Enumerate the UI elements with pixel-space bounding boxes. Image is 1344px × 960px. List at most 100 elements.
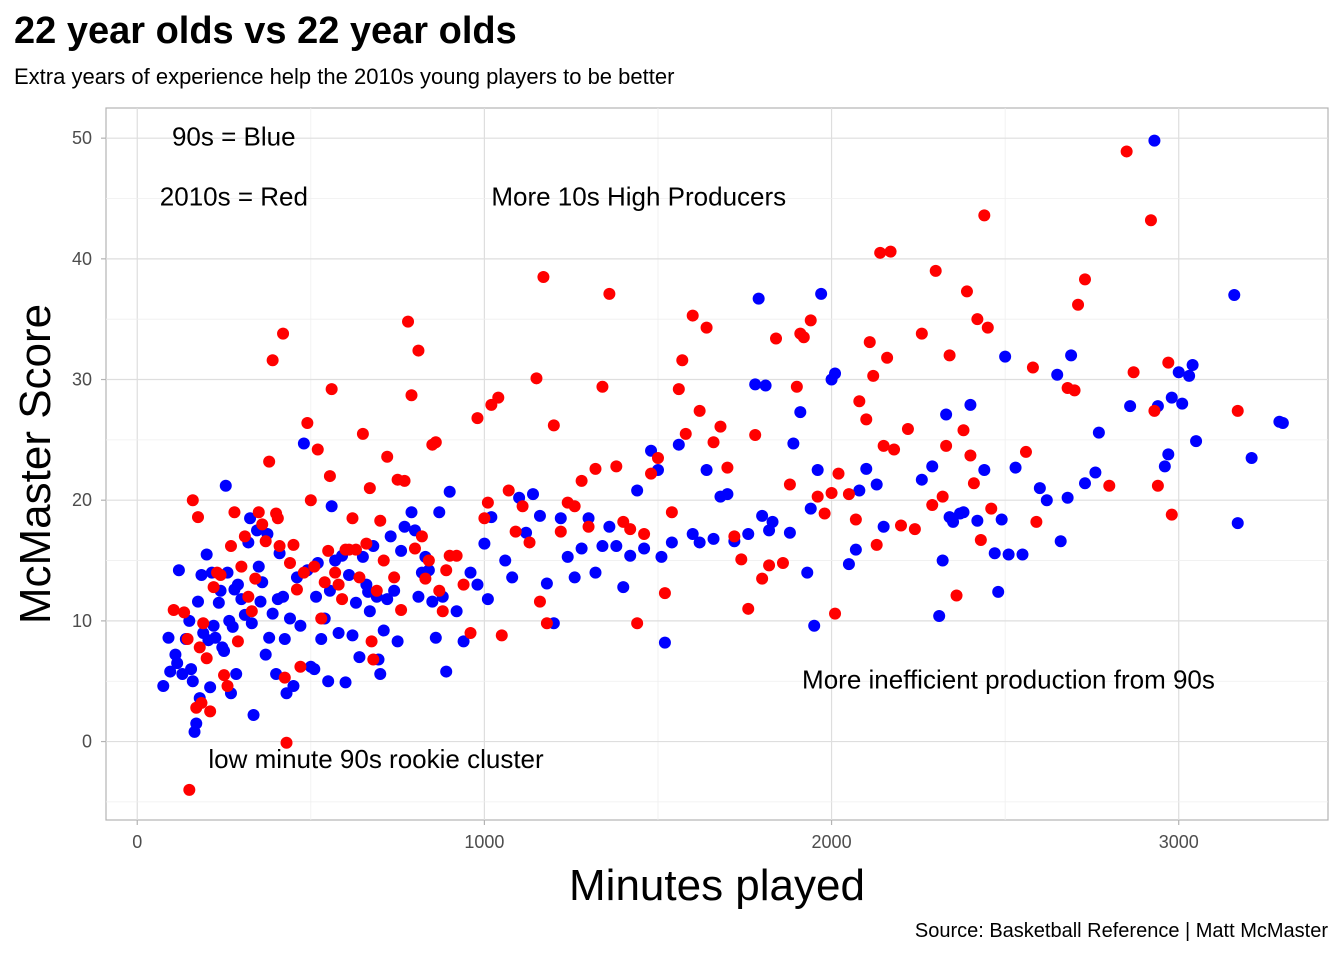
data-point bbox=[336, 593, 349, 606]
data-point bbox=[575, 542, 588, 555]
data-point bbox=[429, 631, 442, 644]
data-point bbox=[554, 512, 567, 525]
y-tick-label: 10 bbox=[72, 611, 92, 631]
data-point bbox=[412, 590, 425, 603]
data-point bbox=[304, 494, 317, 507]
data-point bbox=[1092, 426, 1105, 439]
data-point bbox=[1231, 517, 1244, 530]
data-point bbox=[283, 612, 296, 625]
data-point bbox=[204, 681, 217, 694]
data-point bbox=[1151, 479, 1164, 492]
data-point bbox=[749, 378, 762, 391]
data-point bbox=[638, 527, 651, 540]
data-point bbox=[1078, 273, 1091, 286]
data-point bbox=[388, 571, 401, 584]
data-point bbox=[323, 470, 336, 483]
data-point bbox=[1144, 214, 1157, 227]
data-point bbox=[315, 612, 328, 625]
y-tick-label: 0 bbox=[82, 732, 92, 752]
data-point bbox=[877, 520, 890, 533]
data-point bbox=[1186, 359, 1199, 372]
data-point bbox=[1030, 515, 1043, 528]
data-point bbox=[339, 676, 352, 689]
data-point bbox=[1033, 482, 1046, 495]
data-point bbox=[259, 535, 272, 548]
data-point bbox=[1089, 466, 1102, 479]
data-point bbox=[540, 577, 553, 590]
data-point bbox=[290, 583, 303, 596]
data-point bbox=[870, 538, 883, 551]
data-point bbox=[1009, 461, 1022, 474]
data-point bbox=[631, 484, 644, 497]
data-point bbox=[533, 595, 546, 608]
data-point bbox=[867, 369, 880, 382]
data-point bbox=[610, 540, 623, 553]
data-point bbox=[171, 657, 184, 670]
data-point bbox=[221, 680, 234, 693]
data-point bbox=[230, 667, 243, 680]
data-point bbox=[1276, 416, 1289, 429]
data-point bbox=[405, 389, 418, 402]
data-point bbox=[349, 543, 362, 556]
data-point bbox=[936, 554, 949, 567]
data-point bbox=[992, 585, 1005, 598]
data-point bbox=[256, 518, 269, 531]
data-point bbox=[426, 595, 439, 608]
data-point bbox=[1165, 391, 1178, 404]
data-point bbox=[1054, 535, 1067, 548]
data-point bbox=[815, 287, 828, 300]
data-point bbox=[365, 635, 378, 648]
data-point bbox=[207, 581, 220, 594]
data-point bbox=[638, 542, 651, 555]
data-point bbox=[436, 605, 449, 618]
data-point bbox=[247, 709, 260, 722]
data-point bbox=[278, 632, 291, 645]
data-point bbox=[231, 635, 244, 648]
data-point bbox=[516, 500, 529, 513]
annotation-label: 2010s = Red bbox=[160, 182, 308, 212]
data-point bbox=[829, 367, 842, 380]
data-point bbox=[530, 372, 543, 385]
data-point bbox=[450, 549, 463, 562]
data-point bbox=[183, 783, 196, 796]
data-point bbox=[533, 509, 546, 522]
data-point bbox=[877, 439, 890, 452]
y-tick-label: 40 bbox=[72, 249, 92, 269]
data-point bbox=[756, 572, 769, 585]
data-point bbox=[686, 527, 699, 540]
data-point bbox=[908, 523, 921, 536]
data-point bbox=[405, 506, 418, 519]
data-point bbox=[419, 572, 432, 585]
data-point bbox=[756, 509, 769, 522]
data-point bbox=[645, 467, 658, 480]
data-point bbox=[1172, 366, 1185, 379]
data-point bbox=[1019, 445, 1032, 458]
data-point bbox=[554, 525, 567, 538]
data-point bbox=[212, 596, 225, 609]
data-point bbox=[224, 540, 237, 553]
data-point bbox=[356, 427, 369, 440]
data-point bbox=[693, 404, 706, 417]
data-point bbox=[797, 331, 810, 344]
data-point bbox=[842, 558, 855, 571]
data-point bbox=[967, 477, 980, 490]
data-point bbox=[353, 571, 366, 584]
data-point bbox=[408, 542, 421, 555]
data-point bbox=[787, 437, 800, 450]
data-point bbox=[209, 631, 222, 644]
data-point bbox=[1231, 404, 1244, 417]
annotation-label: More 10s High Producers bbox=[491, 182, 786, 212]
data-point bbox=[610, 460, 623, 473]
data-point bbox=[915, 327, 928, 340]
data-point bbox=[964, 398, 977, 411]
data-point bbox=[658, 636, 671, 649]
data-point bbox=[561, 550, 574, 563]
data-point bbox=[995, 513, 1008, 526]
data-point bbox=[811, 490, 824, 503]
data-point bbox=[985, 502, 998, 515]
data-point bbox=[249, 572, 262, 585]
data-point bbox=[235, 560, 248, 573]
data-point bbox=[294, 660, 307, 673]
data-point bbox=[842, 488, 855, 501]
